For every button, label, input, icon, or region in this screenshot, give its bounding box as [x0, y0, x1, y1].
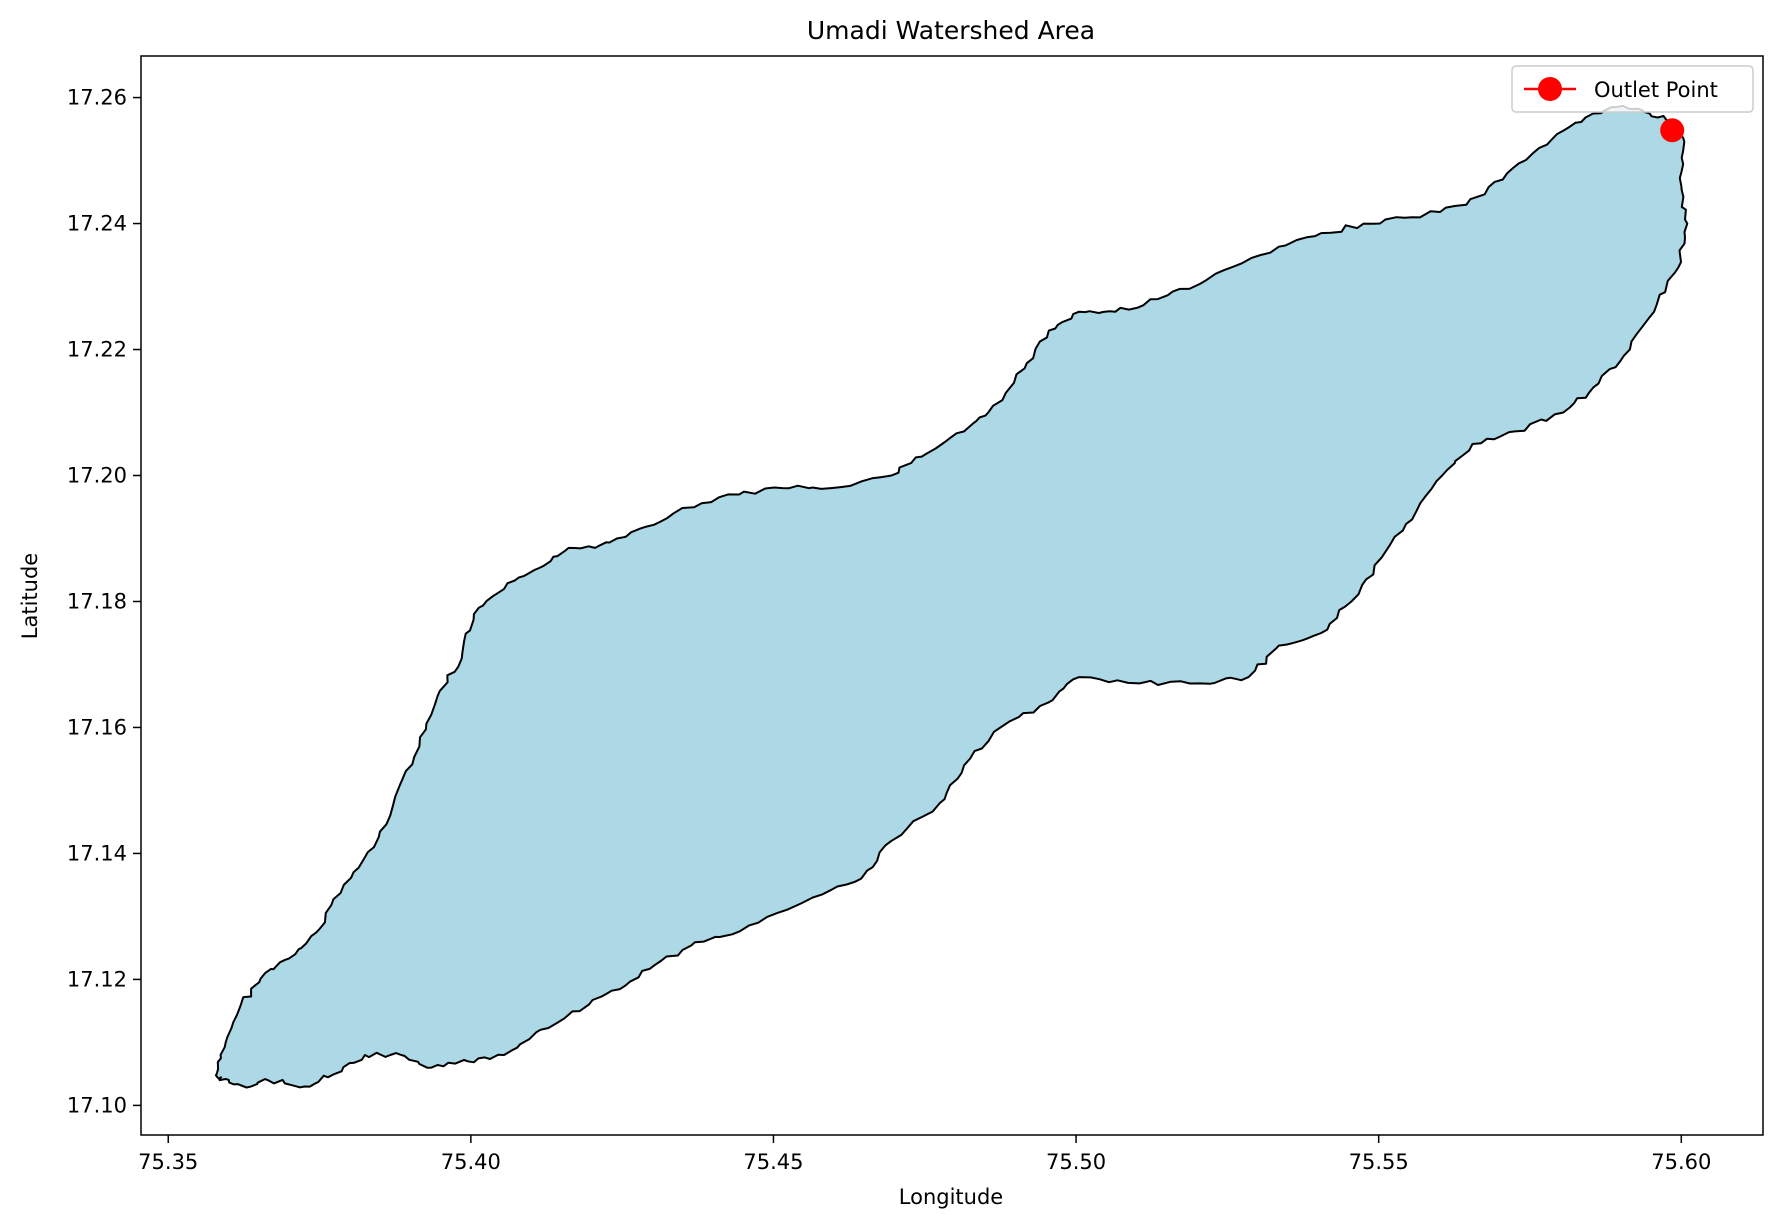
legend-frame	[1511, 65, 1754, 113]
y-tick-label: 17.16	[67, 715, 127, 739]
y-axis-ticks: 17.10 17.12 17.14 17.16 17.18 17.20 17.22 17.24…	[67, 86, 141, 1117]
x-tick-label: 75.45	[743, 1150, 803, 1174]
x-tick-label: 75.50	[1046, 1150, 1106, 1174]
y-tick-label: 17.26	[67, 86, 127, 110]
legend-marker-sample	[1538, 77, 1562, 101]
legend: Outlet Point	[1511, 65, 1754, 113]
x-axis-label: Longitude	[899, 1185, 1003, 1209]
plot-area	[214, 104, 1689, 1089]
chart-title: Umadi Watershed Area	[807, 16, 1095, 45]
watershed-polygon	[214, 104, 1689, 1089]
x-tick-label: 75.40	[441, 1150, 501, 1174]
x-tick-label: 75.35	[138, 1150, 198, 1174]
y-tick-label: 17.22	[67, 338, 127, 362]
axes-frame	[140, 55, 1764, 1136]
x-axis-ticks: 75.35 75.40 75.45 75.50 75.55 75.60	[138, 1135, 1711, 1174]
y-axis-label: Latitude	[18, 553, 42, 639]
x-tick-label: 75.60	[1651, 1150, 1711, 1174]
y-tick-label: 17.20	[67, 464, 127, 488]
legend-label-outlet-point: Outlet Point	[1594, 78, 1718, 102]
outlet-point-marker	[1660, 118, 1685, 143]
y-tick-label: 17.10	[67, 1093, 127, 1117]
y-tick-label: 17.14	[67, 841, 127, 865]
y-tick-label: 17.18	[67, 589, 127, 613]
outlet-layer	[1660, 118, 1685, 143]
x-tick-label: 75.55	[1349, 1150, 1409, 1174]
y-tick-label: 17.12	[67, 967, 127, 991]
y-tick-label: 17.24	[67, 212, 127, 236]
